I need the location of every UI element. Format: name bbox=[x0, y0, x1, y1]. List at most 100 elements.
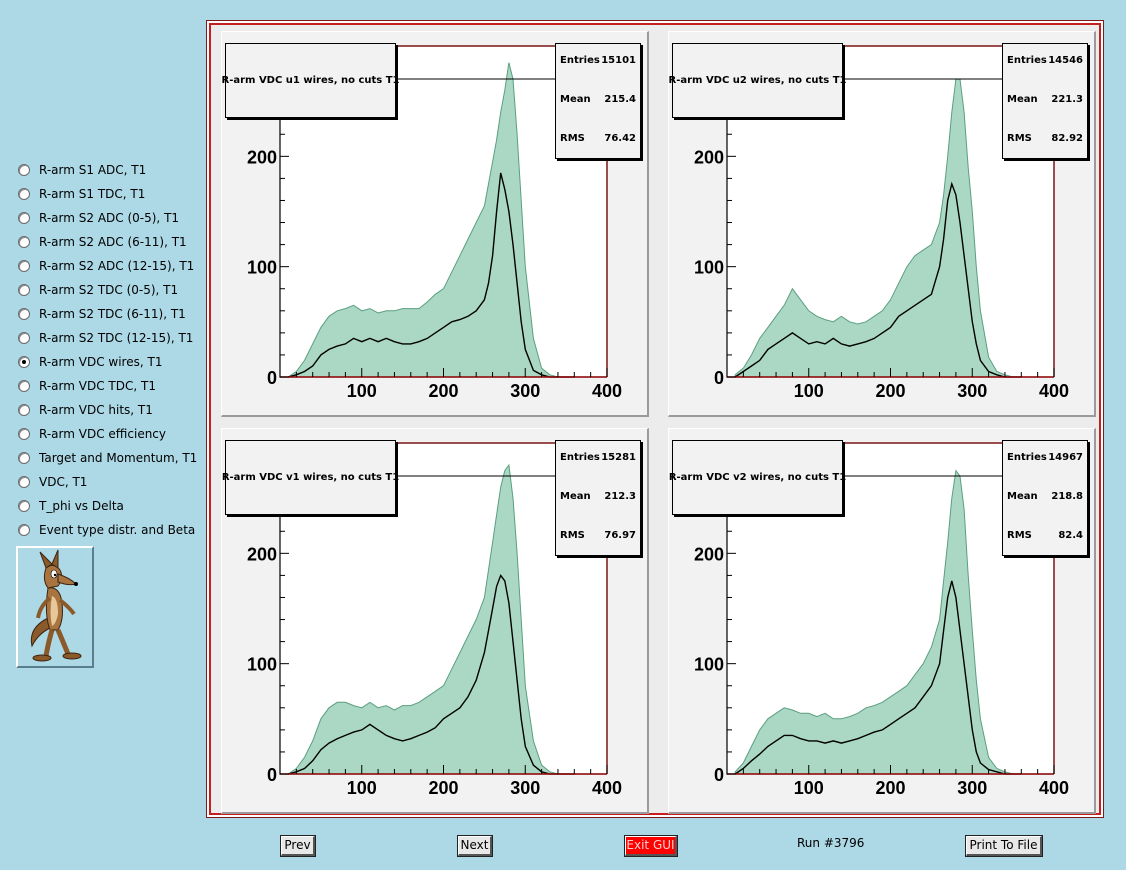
radio-option[interactable]: R-arm VDC efficiency bbox=[18, 425, 166, 443]
stats-label: RMS bbox=[1007, 133, 1032, 144]
y-tick-label: 100 bbox=[694, 655, 724, 675]
stats-row-mean: Mean 212.3 bbox=[560, 491, 636, 502]
stats-row-entries: Entries 15101 bbox=[560, 55, 636, 66]
radio-label: R-arm S2 TDC (12-15), T1 bbox=[39, 331, 194, 345]
radio-option[interactable]: R-arm S2 ADC (6-11), T1 bbox=[18, 233, 187, 251]
x-tick-label: 300 bbox=[510, 778, 540, 798]
y-tick-label: 100 bbox=[694, 258, 724, 278]
x-tick-label: 200 bbox=[875, 381, 905, 401]
stats-row-entries: Entries 14546 bbox=[1007, 55, 1083, 66]
stats-value: 15281 bbox=[601, 452, 636, 463]
stats-value: 14546 bbox=[1048, 55, 1083, 66]
radio-unchecked-icon[interactable] bbox=[18, 260, 30, 272]
x-tick-label: 200 bbox=[428, 381, 458, 401]
stats-row-entries: Entries 15281 bbox=[560, 452, 636, 463]
radio-label: R-arm S1 TDC, T1 bbox=[39, 187, 146, 201]
radio-option[interactable]: R-arm S2 TDC (0-5), T1 bbox=[18, 281, 178, 299]
stats-value: 82.92 bbox=[1051, 133, 1083, 144]
radio-unchecked-icon[interactable] bbox=[18, 524, 30, 536]
radio-option[interactable]: R-arm S1 TDC, T1 bbox=[18, 185, 145, 203]
radio-label: R-arm VDC wires, T1 bbox=[39, 355, 163, 369]
y-tick-label: 200 bbox=[694, 147, 724, 167]
radio-option[interactable]: VDC, T1 bbox=[18, 473, 87, 491]
stats-value: 76.97 bbox=[604, 530, 636, 541]
y-tick-label: 0 bbox=[267, 765, 277, 785]
radio-label: T_phi vs Delta bbox=[39, 499, 124, 513]
radio-label: R-arm S2 ADC (12-15), T1 bbox=[39, 259, 195, 273]
stats-label: Mean bbox=[1007, 94, 1038, 105]
x-tick-label: 300 bbox=[957, 381, 987, 401]
series-all-wires-fill bbox=[734, 469, 1022, 775]
radio-option[interactable]: R-arm VDC hits, T1 bbox=[18, 401, 153, 419]
radio-unchecked-icon[interactable] bbox=[18, 332, 30, 344]
stats-row-rms: RMS 76.97 bbox=[560, 530, 636, 541]
prev-button[interactable]: Prev bbox=[280, 835, 316, 857]
radio-label: R-arm S2 ADC (0-5), T1 bbox=[39, 211, 180, 225]
radio-label: R-arm S2 ADC (6-11), T1 bbox=[39, 235, 187, 249]
stats-row-mean: Mean 218.8 bbox=[1007, 491, 1083, 502]
x-tick-label: 100 bbox=[794, 778, 824, 798]
y-tick-label: 200 bbox=[694, 544, 724, 564]
radio-option[interactable]: R-arm VDC TDC, T1 bbox=[18, 377, 156, 395]
x-tick-label: 200 bbox=[875, 778, 905, 798]
radio-unchecked-icon[interactable] bbox=[18, 284, 30, 296]
series-line bbox=[288, 573, 575, 775]
radio-unchecked-icon[interactable] bbox=[18, 380, 30, 392]
exit-gui-button[interactable]: Exit GUI bbox=[624, 835, 678, 857]
canvas: 100 200 300 400 0 100 200 R-arm VDC u1 wires, n… bbox=[209, 23, 1101, 815]
histogram-pad: 100 200 300 400 0 100 200 R-arm VDC v1 wires, n… bbox=[221, 428, 649, 814]
radio-option[interactable]: Event type distr. and Beta bbox=[18, 521, 195, 539]
radio-unchecked-icon[interactable] bbox=[18, 476, 30, 488]
radio-checked-icon[interactable] bbox=[18, 356, 30, 368]
radio-option[interactable]: R-arm S1 ADC, T1 bbox=[18, 161, 146, 179]
histogram-pad: 100 200 300 400 0 100 200 R-arm VDC v2 wires, n… bbox=[668, 428, 1096, 814]
stats-value: 76.42 bbox=[604, 133, 636, 144]
series-line bbox=[288, 172, 575, 378]
stats-label: RMS bbox=[560, 530, 585, 541]
radio-option[interactable]: R-arm VDC wires, T1 bbox=[18, 353, 162, 371]
radio-option[interactable]: Target and Momentum, T1 bbox=[18, 449, 197, 467]
logo-button[interactable] bbox=[16, 546, 94, 668]
stats-value: 14967 bbox=[1048, 452, 1083, 463]
y-tick-label: 100 bbox=[247, 258, 277, 278]
x-tick-label: 100 bbox=[794, 381, 824, 401]
stats-row-rms: RMS 76.42 bbox=[560, 133, 636, 144]
x-tick-label: 400 bbox=[1039, 381, 1069, 401]
radio-label: R-arm S1 ADC, T1 bbox=[39, 163, 147, 177]
radio-label: Event type distr. and Beta bbox=[39, 523, 196, 537]
radio-option[interactable]: R-arm S2 ADC (0-5), T1 bbox=[18, 209, 179, 227]
x-tick-label: 400 bbox=[1039, 778, 1069, 798]
radio-label: R-arm S2 TDC (6-11), T1 bbox=[39, 307, 186, 321]
histogram-title: R-arm VDC u1 wires, no cuts T1 bbox=[222, 43, 400, 118]
y-tick-label: 200 bbox=[247, 147, 277, 167]
print-to-file-button[interactable]: Print To File bbox=[965, 835, 1043, 857]
radio-option[interactable]: R-arm S2 ADC (12-15), T1 bbox=[18, 257, 194, 275]
x-tick-label: 300 bbox=[510, 381, 540, 401]
radio-unchecked-icon[interactable] bbox=[18, 188, 30, 200]
histogram-title: R-arm VDC v2 wires, no cuts T1 bbox=[669, 440, 846, 515]
radio-option[interactable]: R-arm S2 TDC (6-11), T1 bbox=[18, 305, 186, 323]
radio-unchecked-icon[interactable] bbox=[18, 212, 30, 224]
radio-unchecked-icon[interactable] bbox=[18, 452, 30, 464]
radio-option[interactable]: R-arm S2 TDC (12-15), T1 bbox=[18, 329, 193, 347]
stats-row-rms: RMS 82.92 bbox=[1007, 133, 1083, 144]
x-tick-label: 300 bbox=[957, 778, 987, 798]
stats-value: 82.4 bbox=[1058, 530, 1083, 541]
sidebar: R-arm S1 ADC, T1 R-arm S1 TDC, T1 R-arm S2… bbox=[0, 0, 205, 870]
radio-unchecked-icon[interactable] bbox=[18, 500, 30, 512]
stats-label: RMS bbox=[1007, 530, 1032, 541]
stats-value: 215.4 bbox=[604, 94, 636, 105]
y-tick-label: 100 bbox=[247, 655, 277, 675]
run-number-label: Run #3796 bbox=[797, 836, 865, 850]
radio-unchecked-icon[interactable] bbox=[18, 428, 30, 440]
stats-value: 212.3 bbox=[604, 491, 636, 502]
radio-unchecked-icon[interactable] bbox=[18, 236, 30, 248]
radio-unchecked-icon[interactable] bbox=[18, 404, 30, 416]
next-button[interactable]: Next bbox=[457, 835, 493, 857]
radio-unchecked-icon[interactable] bbox=[18, 164, 30, 176]
x-tick-label: 100 bbox=[347, 381, 377, 401]
radio-label: R-arm S2 TDC (0-5), T1 bbox=[39, 283, 179, 297]
radio-label: Target and Momentum, T1 bbox=[39, 451, 198, 465]
radio-unchecked-icon[interactable] bbox=[18, 308, 30, 320]
radio-option[interactable]: T_phi vs Delta bbox=[18, 497, 124, 515]
